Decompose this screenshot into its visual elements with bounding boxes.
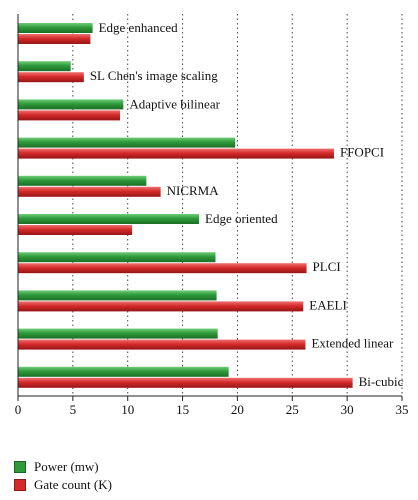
x-tick-label: 35 [396, 402, 409, 417]
bar-gate-count-adaptive-bilinear [18, 110, 121, 121]
category-label-edge-enhanced: Edge enhanced [99, 20, 179, 35]
category-label-extended-linear: Extended linear [311, 336, 394, 351]
bar-gate-count-edge-enhanced [18, 34, 91, 44]
bar-gate-count-edge-oriented [18, 225, 133, 235]
category-label-eaeli: EAELI [309, 297, 347, 312]
x-tick-label: 0 [15, 402, 22, 417]
category-label-nicrma: NICRMA [167, 183, 220, 198]
bar-power-extended-linear [18, 328, 218, 339]
x-tick-label: 15 [176, 402, 189, 417]
legend-label-gate-count: Gate count (K) [34, 477, 112, 492]
legend-item-gate-count: Gate count (K) [14, 476, 112, 494]
bar-power-edge-enhanced [18, 23, 93, 33]
bar-power-bi-cubic [18, 366, 229, 377]
category-label-ffopci: FFOPCI [340, 145, 384, 160]
category-label-sl-chen-s-image-scaling: SL Chen's image scaling [90, 68, 218, 83]
category-label-bi-cubic: Bi-cubic [359, 374, 404, 389]
bar-power-edge-oriented [18, 214, 200, 224]
bar-power-nicrma [18, 175, 147, 186]
bars [18, 23, 353, 388]
bar-power-eaeli [18, 290, 217, 301]
bar-gate-count-bi-cubic [18, 377, 353, 388]
x-tick-label: 25 [286, 402, 299, 417]
legend-label-power: Power (mw) [34, 459, 99, 474]
category-label-edge-oriented: Edge oriented [205, 211, 278, 226]
category-label-plci: PLCI [313, 259, 341, 274]
bar-gate-count-ffopci [18, 148, 334, 159]
legend-swatch-gate-count [14, 479, 26, 491]
x-tick-label: 10 [121, 402, 134, 417]
legend: Power (mw) Gate count (K) [14, 458, 112, 494]
bar-gate-count-eaeli [18, 301, 304, 312]
bar-chart: Edge enhanced SL Chen's image scaling Adap… [15, 14, 409, 417]
bar-gate-count-plci [18, 263, 307, 274]
bar-gate-count-extended-linear [18, 339, 306, 350]
x-tick-label: 5 [70, 402, 77, 417]
bar-power-adaptive-bilinear [18, 99, 124, 110]
legend-swatch-power [14, 461, 26, 473]
legend-item-power: Power (mw) [14, 458, 112, 476]
category-label-adaptive-bilinear: Adaptive bilinear [129, 96, 220, 111]
bar-power-ffopci [18, 137, 236, 148]
bar-gate-count-sl-chen-s-image-scaling [18, 72, 84, 83]
bar-power-sl-chen-s-image-scaling [18, 61, 71, 72]
bar-power-plci [18, 252, 216, 263]
x-tick-label: 20 [231, 402, 244, 417]
x-tick-label: 30 [341, 402, 354, 417]
bar-gate-count-nicrma [18, 186, 161, 197]
x-axis: 0 5 10 15 20 25 30 35 [15, 14, 409, 417]
category-labels: Edge enhanced SL Chen's image scaling Adap… [90, 20, 404, 389]
